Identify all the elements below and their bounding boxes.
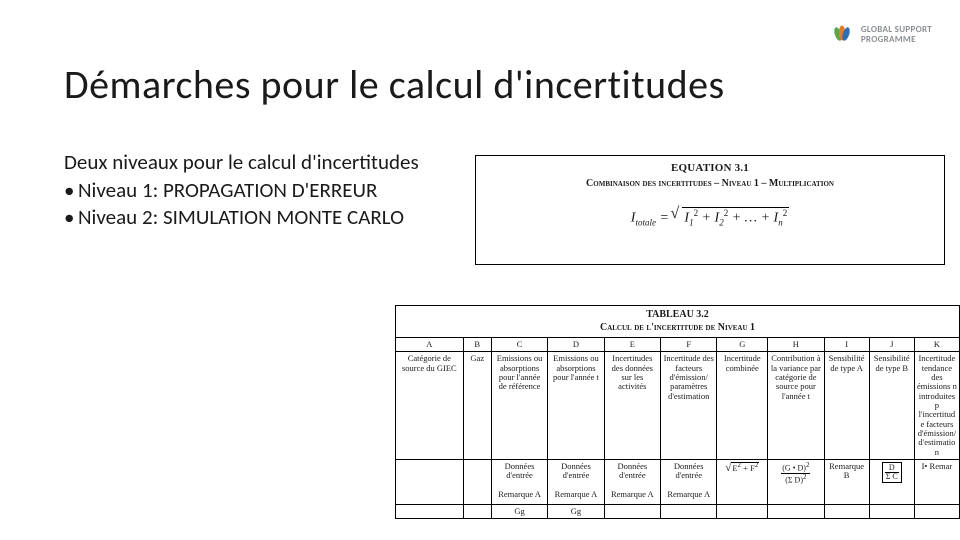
unit-cell bbox=[604, 505, 660, 519]
col-label: Sensibilité de type B bbox=[869, 352, 914, 460]
col-label: Incertitude tendance des émissions n int… bbox=[914, 352, 959, 460]
body-text: Deux niveaux pour le calcul d'incertitud… bbox=[64, 150, 424, 231]
col-letter: E bbox=[604, 338, 660, 352]
formula-cell: Données d'entrée Remarque A bbox=[491, 460, 547, 505]
formula-cell: Données d'entrée Remarque A bbox=[661, 460, 717, 505]
bullet-2: •Niveau 2: SIMULATION MONTE CARLO bbox=[64, 205, 424, 231]
sqrt-icon: I12 + I22 + … + In2 bbox=[672, 207, 789, 227]
col-letter: I bbox=[824, 338, 869, 352]
formula-cell: √E2 + F2 bbox=[717, 460, 768, 505]
col-letter: F bbox=[661, 338, 717, 352]
unit-cell bbox=[463, 505, 491, 519]
col-letter: D bbox=[548, 338, 604, 352]
unit-cell: Gg bbox=[491, 505, 547, 519]
formula-cell: Données d'entrée Remarque A bbox=[604, 460, 660, 505]
col-label: Emissions ou absorptions pour l'année t bbox=[548, 352, 604, 460]
table-header-letters: ABCDEFGHIJK bbox=[396, 338, 960, 352]
col-label: Contribution à la variance par catégorie… bbox=[768, 352, 824, 460]
uncertainty-table: TABLEAU 3.2 Calcul de l'incertitude de N… bbox=[395, 305, 960, 519]
unit-cell bbox=[869, 505, 914, 519]
equation-caption: Combinaison des incertitudes – Niveau 1 … bbox=[484, 178, 936, 189]
col-label: Incertitude des facteurs d'émission/ par… bbox=[661, 352, 717, 460]
leaf-icon bbox=[829, 22, 855, 48]
equation-formula: Itotale = I12 + I22 + … + In2 bbox=[484, 207, 936, 227]
table-formula-row: Données d'entrée Remarque ADonnées d'ent… bbox=[396, 460, 960, 505]
unit-cell bbox=[824, 505, 869, 519]
col-letter: J bbox=[869, 338, 914, 352]
slide-title: Démarches pour le calcul d'incertitudes bbox=[64, 60, 725, 109]
col-letter: G bbox=[717, 338, 768, 352]
brand-logo: GLOBAL SUPPORT PROGRAMME bbox=[829, 22, 932, 48]
bullet-dot: • bbox=[64, 178, 78, 204]
col-label: Catégorie de source du GIEC bbox=[396, 352, 464, 460]
table-caption: TABLEAU 3.2 Calcul de l'incertitude de N… bbox=[395, 305, 960, 337]
bullet-dot: • bbox=[64, 205, 78, 231]
col-letter: A bbox=[396, 338, 464, 352]
col-letter: C bbox=[491, 338, 547, 352]
col-label: Emissions ou absorptions pour l'année de… bbox=[491, 352, 547, 460]
logo-line2: PROGRAMME bbox=[861, 35, 932, 45]
formula-cell: Remarque B bbox=[824, 460, 869, 505]
col-letter: B bbox=[463, 338, 491, 352]
col-label: Gaz bbox=[463, 352, 491, 460]
formula-cell bbox=[396, 460, 464, 505]
intro-line: Deux niveaux pour le calcul d'incertitud… bbox=[64, 150, 424, 176]
formula-cell bbox=[463, 460, 491, 505]
col-label: Incertitude combinée bbox=[717, 352, 768, 460]
formula-cell: (G • D)2(Σ D)2 bbox=[768, 460, 824, 505]
formula-cell: Données d'entrée Remarque A bbox=[548, 460, 604, 505]
unit-cell: Gg bbox=[548, 505, 604, 519]
unit-cell bbox=[914, 505, 959, 519]
unit-cell bbox=[396, 505, 464, 519]
col-letter: K bbox=[914, 338, 959, 352]
equation-number: EQUATION 3.1 bbox=[484, 162, 936, 174]
unit-cell bbox=[768, 505, 824, 519]
bullet-1: •Niveau 1: PROPAGATION D'ERREUR bbox=[64, 178, 424, 204]
table-header-labels: Catégorie de source du GIECGazEmissions … bbox=[396, 352, 960, 460]
col-label: Sensibilité de type A bbox=[824, 352, 869, 460]
table-units-row: GgGg bbox=[396, 505, 960, 519]
unit-cell bbox=[717, 505, 768, 519]
formula-cell: DΣ C bbox=[869, 460, 914, 505]
col-label: Incertitudes des données sur les activit… bbox=[604, 352, 660, 460]
equation-box: EQUATION 3.1 Combinaison des incertitude… bbox=[475, 155, 945, 265]
col-letter: H bbox=[768, 338, 824, 352]
formula-cell: I• Remar bbox=[914, 460, 959, 505]
unit-cell bbox=[661, 505, 717, 519]
